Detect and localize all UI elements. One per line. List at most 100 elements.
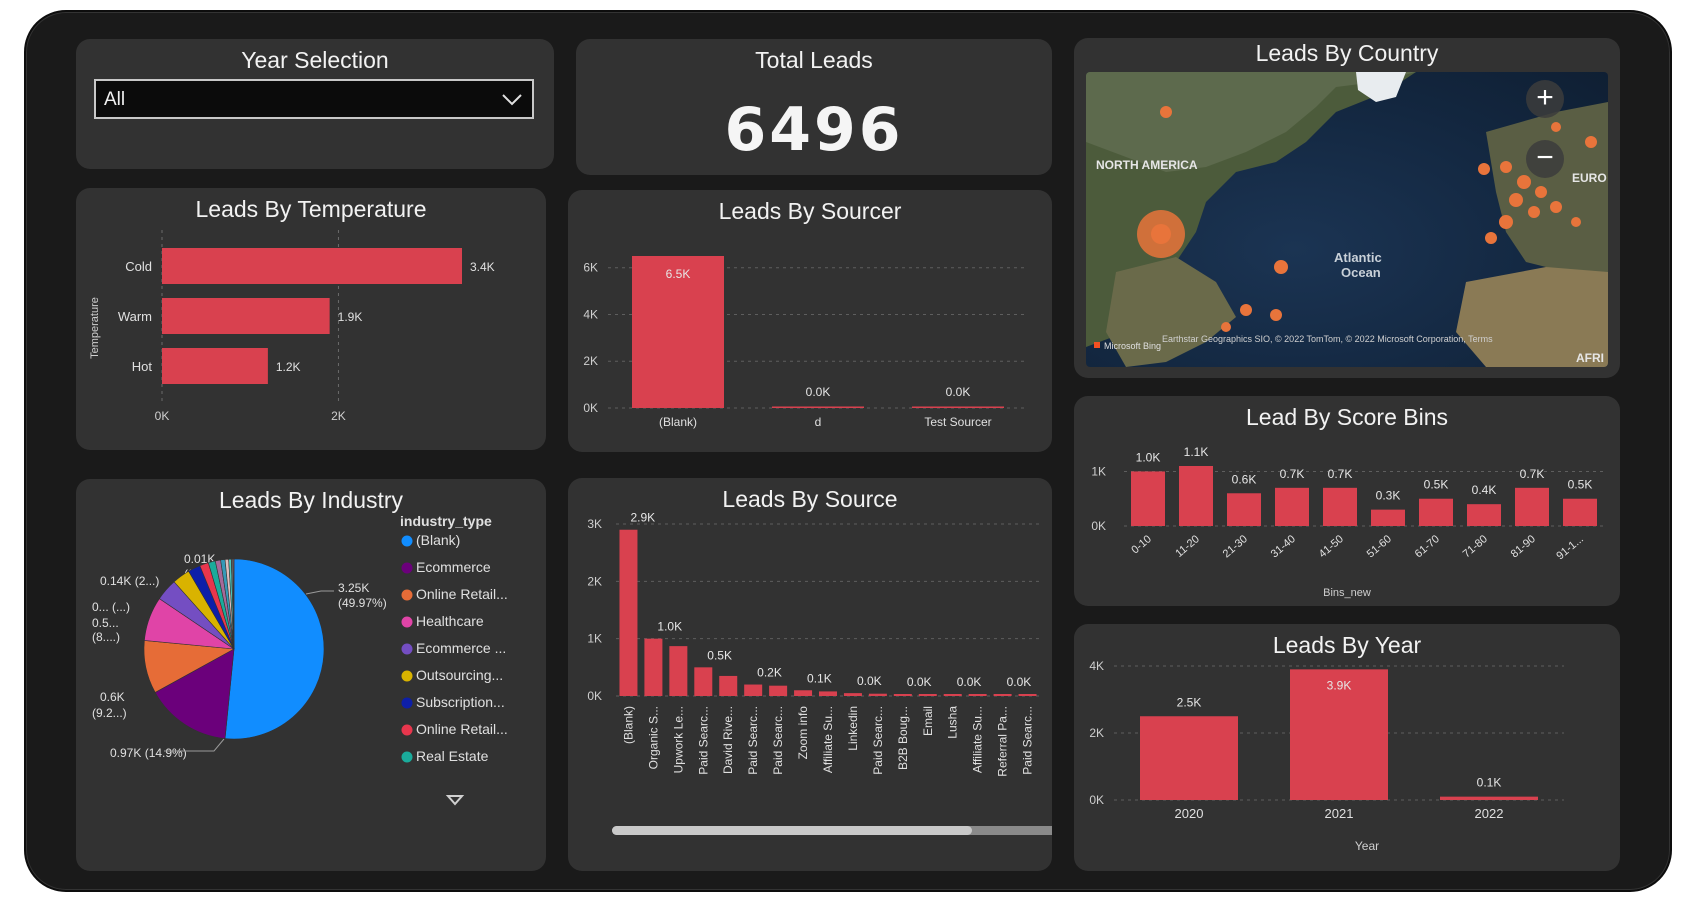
- source-bar: [843, 693, 862, 696]
- industry-legend-item: Online Retail...: [416, 586, 508, 602]
- source-bar: [619, 529, 638, 696]
- source-category-label: B2B Boug...: [896, 706, 910, 770]
- sourcer-tick-label: 6K: [583, 261, 598, 275]
- country-map[interactable]: NORTH AMERICA Atlantic Ocean EURO AFRI M…: [1086, 72, 1608, 367]
- pie-label-healthcare-pct: (8....): [92, 630, 120, 644]
- score-bins-data-label: 0.5K: [1424, 478, 1449, 492]
- year-selection-card: Year Selection All: [76, 39, 554, 169]
- source-tick-label: 0K: [587, 689, 602, 703]
- year-data-label: 0.1K: [1477, 776, 1502, 790]
- source-bar: [719, 675, 738, 696]
- temperature-category-label: Cold: [125, 259, 152, 274]
- source-bar: [819, 691, 837, 696]
- source-data-label: 0.0K: [907, 675, 932, 689]
- source-bar: [868, 693, 887, 696]
- year-dropdown[interactable]: All: [94, 79, 534, 119]
- source-category-label: Paid Searc...: [696, 706, 710, 775]
- source-category-label: Organic S...: [646, 706, 660, 769]
- source-category-label: Zoom info: [796, 706, 810, 760]
- score-bins-bar: [1515, 487, 1549, 526]
- map-bubbles: [1137, 106, 1597, 332]
- sourcer-chart-card: Leads By Sourcer 0K 2K 4K 6K 6.5K (Blank) 0.0K…: [568, 190, 1052, 452]
- industry-chart: industry_type 3.25K (49.97%) 0.01K (0.14…: [92, 513, 508, 806]
- score-bins-bar: [1419, 498, 1453, 526]
- score-bins-category-label: 21-30: [1221, 533, 1250, 560]
- temperature-axis-label: Temperature: [89, 297, 101, 359]
- source-category-label: David Rive...: [721, 706, 735, 774]
- source-chart-scrollbar[interactable]: [612, 826, 1052, 835]
- source-category-label: Referral Pa...: [996, 706, 1010, 777]
- year-tick-label: 4K: [1089, 659, 1104, 673]
- sourcer-bar: [632, 256, 724, 408]
- score-bins-category-label: 71-80: [1461, 533, 1490, 560]
- temperature-bar: [162, 348, 268, 384]
- score-bins-data-label: 0.4K: [1472, 483, 1497, 497]
- score-bins-bar: [1227, 493, 1261, 526]
- sourcer-category-label: Test Sourcer: [924, 415, 991, 429]
- score-bins-data-label: 0.6K: [1232, 472, 1257, 486]
- industry-legend-item: (Blank): [416, 532, 460, 548]
- source-bar: [918, 694, 937, 696]
- pie-label-small-3: 0... (...): [92, 600, 130, 614]
- score-bins-bar: [1131, 471, 1165, 526]
- industry-legend-item: Ecommerce ...: [416, 640, 506, 656]
- sourcer-bar: [772, 406, 864, 408]
- source-bar: [893, 694, 912, 696]
- score-bins-category-label: 81-90: [1509, 533, 1538, 560]
- score-bins-data-label: 0.7K: [1280, 467, 1305, 481]
- source-data-label: 0.2K: [757, 666, 782, 680]
- pie-label-healthcare: 0.5...: [92, 616, 119, 630]
- temperature-tick-label: 0K: [155, 409, 170, 423]
- source-tick-label: 1K: [587, 632, 602, 646]
- total-leads-title: Total Leads: [755, 47, 873, 73]
- source-chart-card: Leads By Source 0K 1K 2K 3K 2.9K (Blank) 1.0K O…: [568, 478, 1052, 871]
- score-bins-tick-label: 1K: [1091, 464, 1106, 478]
- score-bins-category-label: 41-50: [1317, 533, 1346, 560]
- industry-legend-marker: [401, 670, 413, 682]
- sourcer-chart-title: Leads By Sourcer: [718, 198, 902, 224]
- zoom-in-button[interactable]: +: [1526, 80, 1564, 118]
- legend-scroll-down-icon[interactable]: [445, 795, 465, 806]
- source-category-label: Lusha: [946, 706, 960, 739]
- zoom-out-button[interactable]: −: [1526, 140, 1564, 178]
- industry-legend-item: Outsourcing...: [416, 667, 503, 683]
- score-bins-chart-card: Lead By Score Bins Bins_new 0K 1K 1.0K 0-10…: [1074, 396, 1620, 606]
- source-bar: [968, 694, 987, 696]
- label-north-america: NORTH AMERICA: [1096, 158, 1198, 172]
- temperature-chart-title: Leads By Temperature: [195, 196, 427, 222]
- score-bins-data-label: 1.0K: [1136, 450, 1161, 464]
- year-category-label: 2022: [1475, 806, 1504, 821]
- year-chart-card: Leads By Year Year 0K 2K 4K 2.5K 2020 3.9K 202…: [1074, 624, 1620, 871]
- dashboard-frame: Year Selection All Total Leads 6496 Lead…: [24, 10, 1672, 892]
- score-bins-category-label: 61-70: [1413, 533, 1442, 560]
- pie-label-online-retail: 0.6K: [100, 690, 125, 704]
- sourcer-category-label: d: [815, 415, 822, 429]
- country-map-card: Leads By Country: [1074, 38, 1620, 378]
- pie-label-ecommerce: 0.97K (14.9%): [110, 746, 187, 760]
- industry-legend-item: Subscription...: [416, 694, 505, 710]
- sourcer-data-label: 0.0K: [946, 385, 971, 399]
- industry-legend-item: Ecommerce: [416, 559, 491, 575]
- map-attribution[interactable]: Earthstar Geographics SIO, © 2022 TomTom…: [1162, 334, 1493, 344]
- source-chart-title: Leads By Source: [722, 486, 898, 512]
- industry-pie-slice: [154, 648, 235, 739]
- industry-legend-marker: [401, 562, 413, 574]
- sourcer-tick-label: 2K: [583, 354, 598, 368]
- source-chart-scroll-thumb[interactable]: [612, 826, 972, 835]
- score-bins-chart-title: Lead By Score Bins: [1245, 404, 1448, 430]
- score-bins-tick-label: 0K: [1091, 519, 1106, 533]
- chevron-down-icon: [502, 94, 522, 106]
- year-category-label: 2020: [1175, 806, 1204, 821]
- temperature-category-label: Warm: [118, 309, 152, 324]
- source-category-label: Email: [921, 706, 935, 736]
- industry-legend-item: Online Retail...: [416, 721, 508, 737]
- industry-legend-item: Healthcare: [416, 613, 484, 629]
- year-data-label: 3.9K: [1327, 678, 1352, 692]
- source-category-label: (Blank): [621, 706, 635, 744]
- sourcer-tick-label: 0K: [583, 401, 598, 415]
- temperature-category-label: Hot: [132, 359, 153, 374]
- industry-pie-slice: [224, 558, 325, 740]
- score-bins-data-label: 0.7K: [1520, 467, 1545, 481]
- year-selection-title: Year Selection: [241, 47, 389, 73]
- year-tick-label: 2K: [1089, 726, 1104, 740]
